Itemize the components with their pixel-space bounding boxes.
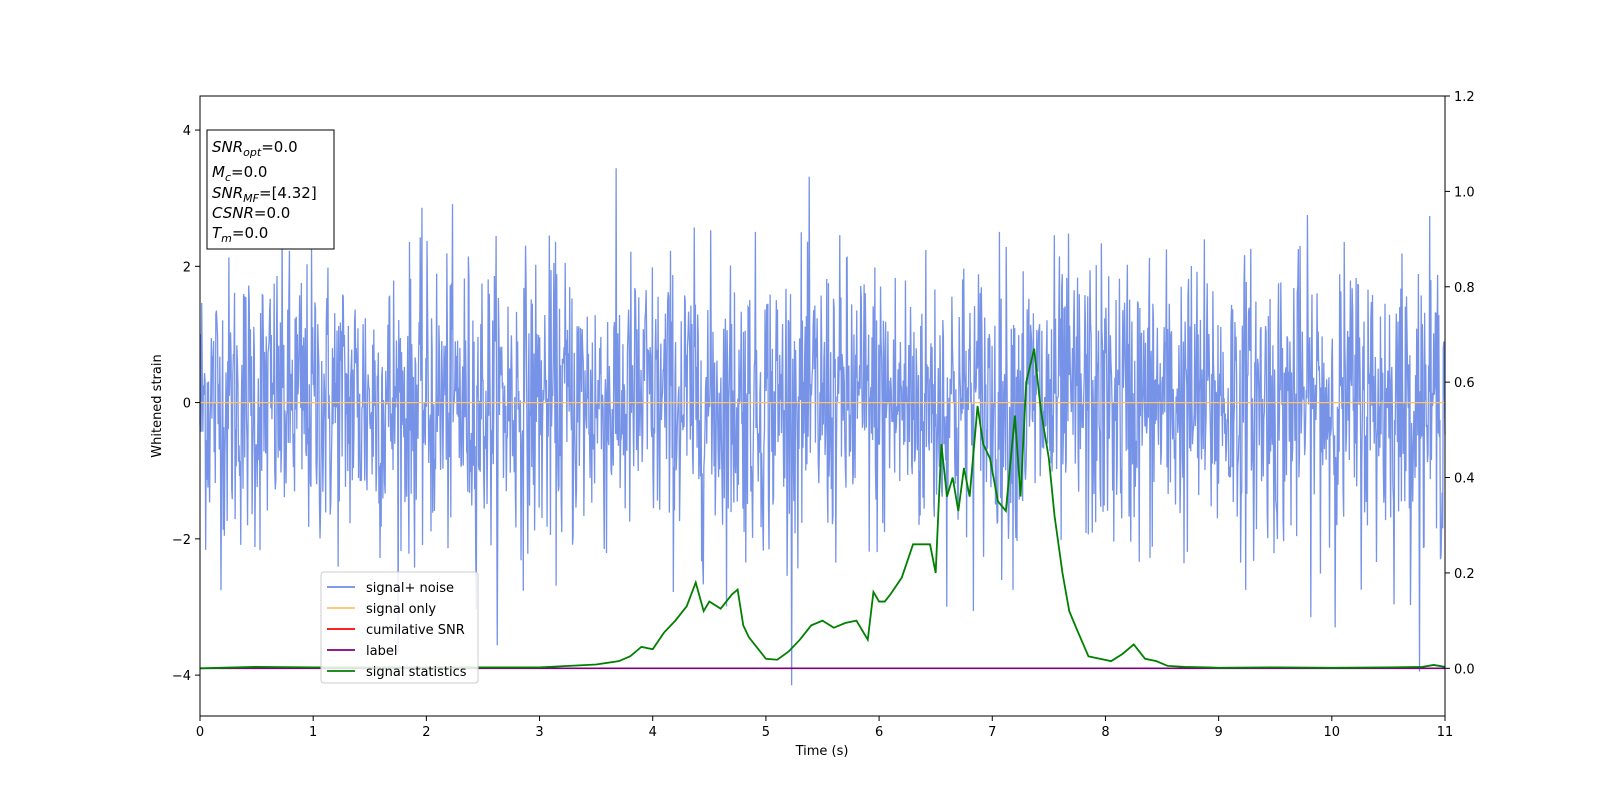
info-mc: Mc=0.0 <box>212 163 267 184</box>
info-snr-mf: SNRMF=[4.32] <box>212 184 317 205</box>
legend-label: signal+ noise <box>366 581 454 596</box>
info-mc-sub: c <box>225 171 231 184</box>
y2-tick-label: 0.8 <box>1454 281 1475 296</box>
x-tick-label: 10 <box>1324 725 1341 740</box>
y2-tick-label: 0.2 <box>1454 567 1475 582</box>
y-tick-label: −4 <box>172 669 191 684</box>
info-box-frame <box>206 129 335 250</box>
plot-frame <box>199 95 1446 717</box>
info-tm-main: T <box>212 224 223 242</box>
y-axis-ticks: −4 −2 0 2 4 <box>172 124 200 684</box>
y2-tick-label: 1.2 <box>1454 90 1475 105</box>
legend-frame <box>320 571 479 684</box>
y2-tick-label: 0.4 <box>1454 472 1475 487</box>
info-box: SNRopt=0.0 Mc=0.0 SNRMF=[4.32] CSNR=0.0 … <box>206 129 335 250</box>
info-csnr-main: CSNR <box>212 204 254 222</box>
x-axis-label: Time (s) <box>795 744 849 759</box>
info-snr-mf-main: SNR <box>212 184 243 202</box>
y-tick-label: 2 <box>183 260 191 275</box>
x-tick-label: 3 <box>535 725 543 740</box>
signal-noise-line <box>199 168 1446 686</box>
y-axis-label: Whitened strain <box>150 354 165 457</box>
info-tm-value: =0.0 <box>232 224 268 242</box>
info-mc-value: =0.0 <box>231 163 267 181</box>
x-tick-label: 4 <box>649 725 657 740</box>
y-tick-label: 4 <box>183 124 191 139</box>
x-tick-label: 1 <box>309 725 317 740</box>
y-tick-label: 0 <box>183 397 191 412</box>
x-tick-label: 5 <box>762 725 770 740</box>
info-snr-opt: SNRopt=0.0 <box>212 138 298 159</box>
x-tick-label: 6 <box>875 725 883 740</box>
info-snr-opt-main: SNR <box>212 138 243 156</box>
legend-label: signal statistics <box>366 665 467 680</box>
x-axis-ticks: 0 1 2 3 4 5 6 7 8 9 10 11 <box>196 716 1453 740</box>
signal-noise-series <box>199 168 1446 686</box>
info-snr-mf-sub: MF <box>243 192 259 205</box>
info-mc-main: M <box>212 163 225 181</box>
y-tick-label: −2 <box>172 533 191 548</box>
x-tick-label: 0 <box>196 725 204 740</box>
signal-statistics-line <box>199 348 1446 670</box>
x-tick-label: 7 <box>988 725 996 740</box>
legend-label: cumilative SNR <box>366 623 465 638</box>
y2-tick-label: 0.6 <box>1454 376 1475 391</box>
y2-axis-ticks: 0.0 0.2 0.4 0.6 0.8 1.0 1.2 <box>1445 90 1475 677</box>
info-tm: Tm=0.0 <box>212 224 268 245</box>
x-tick-label: 2 <box>422 725 430 740</box>
legend-label: label <box>366 644 397 659</box>
info-snr-opt-sub: opt <box>243 146 262 159</box>
info-tm-sub: m <box>221 232 232 245</box>
info-snr-opt-value: =0.0 <box>261 138 297 156</box>
signal-statistics-series <box>199 348 1446 670</box>
info-snr-mf-value: =[4.32] <box>259 184 317 202</box>
x-tick-label: 11 <box>1437 725 1454 740</box>
legend-label: signal only <box>366 602 436 617</box>
x-tick-label: 8 <box>1101 725 1109 740</box>
y2-tick-label: 0.0 <box>1454 662 1475 677</box>
x-tick-label: 9 <box>1214 725 1222 740</box>
info-csnr: CSNR=0.0 <box>212 204 290 222</box>
info-csnr-value: =0.0 <box>254 204 290 222</box>
legend-items: signal+ noise signal only cumilative SNR la… <box>327 581 467 680</box>
legend: signal+ noise signal only cumilative SNR la… <box>320 571 479 684</box>
y2-tick-label: 1.0 <box>1454 185 1475 200</box>
